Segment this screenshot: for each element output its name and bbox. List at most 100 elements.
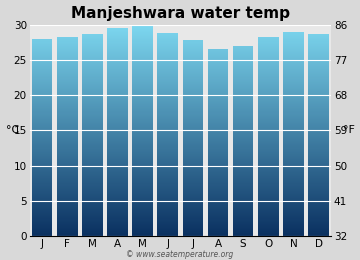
Bar [283,93,304,94]
Bar [183,171,203,172]
Bar [32,77,53,79]
Bar [233,160,253,161]
Bar [283,220,304,222]
Bar [32,185,53,186]
Bar [82,171,103,172]
Bar [258,156,279,157]
Bar [157,93,178,94]
Bar [32,75,53,76]
Bar [82,104,103,105]
Bar [82,153,103,154]
Bar [283,123,304,124]
Bar [132,96,153,98]
Bar [308,177,329,178]
Bar [208,103,228,104]
Bar [233,88,253,89]
Bar [57,119,78,120]
Bar [57,114,78,115]
Bar [283,68,304,69]
Bar [57,180,78,181]
Bar [132,28,153,29]
Bar [57,40,78,41]
Bar [157,229,178,230]
Bar [157,214,178,215]
Bar [233,176,253,177]
Bar [82,175,103,176]
Bar [132,212,153,213]
Bar [132,104,153,105]
Bar [107,75,128,76]
Bar [183,76,203,77]
Bar [82,74,103,75]
Bar [258,111,279,113]
Bar [132,31,153,32]
Bar [57,206,78,207]
Bar [208,214,228,215]
Bar [132,26,153,27]
Bar [57,76,78,77]
Bar [82,211,103,212]
Bar [208,93,228,94]
Bar [308,208,329,209]
Bar [107,92,128,93]
Bar [183,196,203,197]
Bar [82,207,103,208]
Bar [233,233,253,234]
Bar [233,73,253,74]
Bar [233,204,253,205]
Bar [183,235,203,236]
Bar [308,110,329,111]
Bar [283,108,304,109]
Bar [233,200,253,202]
Bar [107,37,128,38]
Bar [183,103,203,104]
Bar [32,122,53,123]
Bar [57,106,78,107]
Bar [283,212,304,213]
Bar [82,113,103,114]
Bar [233,206,253,207]
Bar [308,63,329,64]
Bar [157,226,178,227]
Bar [208,207,228,208]
Bar [308,128,329,129]
Bar [283,139,304,140]
Bar [308,141,329,142]
Bar [183,154,203,155]
Bar [157,211,178,212]
Bar [233,86,253,87]
Bar [308,143,329,144]
Bar [208,56,228,57]
Bar [233,105,253,106]
Bar [233,164,253,165]
Bar [32,118,53,119]
Bar [208,162,228,163]
Bar [157,94,178,95]
Bar [208,80,228,81]
Bar [132,185,153,186]
Bar [258,96,279,98]
Bar [283,105,304,106]
Bar [283,163,304,164]
Bar [258,136,279,137]
Bar [308,127,329,128]
Bar [82,189,103,190]
Bar [208,186,228,187]
Bar [233,205,253,206]
Bar [132,142,153,143]
Bar [308,86,329,87]
Bar [32,181,53,183]
Bar [82,82,103,83]
Bar [82,228,103,229]
Bar [107,71,128,72]
Bar [233,113,253,114]
Bar [258,194,279,195]
Bar [32,202,53,203]
Bar [258,176,279,177]
Bar [157,151,178,152]
Bar [107,164,128,165]
Bar [183,166,203,168]
Bar [132,197,153,198]
Bar [107,39,128,40]
Bar [32,233,53,234]
